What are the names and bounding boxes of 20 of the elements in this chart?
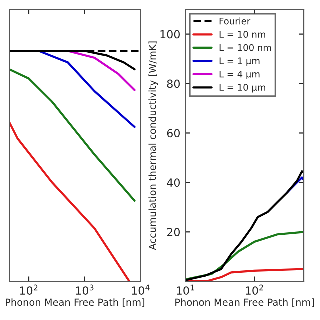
legend-label: L = 10 μm xyxy=(220,84,266,93)
x-tick-label: 10$^{2}$ xyxy=(246,284,264,295)
x-tick-label: 10$^{2}$ xyxy=(20,284,38,295)
x-tick-label: 10$^{3}$ xyxy=(76,284,94,295)
legend-label: L = 1 μm xyxy=(220,58,260,66)
y-tick-label: 40 xyxy=(167,178,180,188)
x-axis-title: Phonon Mean Free Path [nm] xyxy=(6,298,145,308)
y-tick-label: 20 xyxy=(167,228,180,237)
x-tick-label: 10$^{4}$ xyxy=(132,284,150,295)
line-series xyxy=(286,176,304,194)
x-axis-title: Phonon Mean Free Path [nm] xyxy=(176,298,314,308)
y-tick-label: 60 xyxy=(167,129,180,138)
legend-label: L = 100 nm xyxy=(220,44,272,52)
legend-label: L = 4 μm xyxy=(220,71,260,80)
y-tick-label: 100 xyxy=(160,30,180,39)
y-axis-title: Accumulation thermal conductivity [W/mK] xyxy=(148,42,158,250)
legend-label: L = 10 nm xyxy=(220,31,266,38)
y-tick-label: 80 xyxy=(167,80,180,88)
x-tick-label: 10$^{1}$ xyxy=(177,284,194,295)
legend-label: Fourier xyxy=(220,18,251,25)
